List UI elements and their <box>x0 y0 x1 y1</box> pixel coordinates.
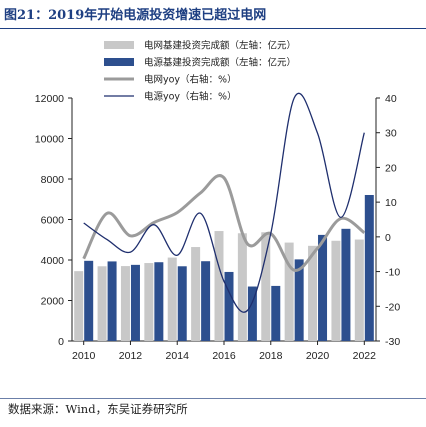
right-tick-label: 20 <box>385 162 397 174</box>
legend-label: 电源yoy（右轴：%） <box>144 91 237 103</box>
right-tick-label: -10 <box>385 267 400 279</box>
bottom-rule <box>0 398 426 399</box>
power-investment-bar <box>364 194 374 341</box>
title-rule <box>0 28 426 29</box>
power-investment-bar <box>201 261 211 341</box>
lines <box>82 92 366 313</box>
power-investment-bar <box>130 264 140 341</box>
grid-investment-bar <box>308 245 318 341</box>
grid-investment-bar <box>191 247 201 341</box>
right-tick-label: 40 <box>385 93 397 105</box>
grid-investment-bar <box>237 233 247 341</box>
power-investment-bar <box>84 260 94 341</box>
right-tick-label: 0 <box>385 232 391 244</box>
right-tick-label: 30 <box>385 128 397 140</box>
power-investment-bar <box>271 285 281 341</box>
x-tick-label: 2022 <box>353 350 377 362</box>
right-tick-label: 10 <box>385 197 397 209</box>
power-investment-bar <box>341 228 351 341</box>
power-investment-bar <box>154 262 164 341</box>
left-tick-label: 4000 <box>41 255 65 267</box>
legend-label: 电网基建投资完成额（左轴：亿元） <box>144 40 296 52</box>
x-tick-label: 2016 <box>212 350 236 362</box>
grid-yoy-line <box>82 174 366 272</box>
legend: 电网基建投资完成额（左轴：亿元） 电源基建投资完成额（左轴：亿元） 电网yoy（右轴… <box>104 40 296 103</box>
legend-swatch <box>104 41 134 49</box>
grid-investment-bar <box>74 271 84 341</box>
grid-investment-bar <box>97 266 107 341</box>
left-tick-label: 0 <box>58 336 64 348</box>
left-tick-label: 12000 <box>35 93 64 105</box>
left-tick-label: 2000 <box>41 296 65 308</box>
power-investment-bar <box>224 271 234 341</box>
bars <box>74 194 374 341</box>
power-investment-bar <box>294 259 304 341</box>
grid-investment-bar <box>284 242 294 341</box>
x-tick-label: 2010 <box>72 350 96 362</box>
grid-investment-bar <box>214 231 224 341</box>
grid-investment-bar <box>261 232 271 341</box>
left-tick-label: 8000 <box>41 174 65 186</box>
grid-investment-bar <box>120 266 130 341</box>
power-investment-bar <box>247 286 257 341</box>
x-tick-label: 2020 <box>306 350 330 362</box>
left-tick-label: 10000 <box>35 134 64 146</box>
grid-investment-bar <box>354 239 364 341</box>
left-tick-label: 6000 <box>41 215 65 227</box>
grid-investment-bar <box>144 263 154 341</box>
chart: 0 2000 4000 6000 8000 10000 12000 -30 -20 -10 0 10 2… <box>35 40 401 363</box>
legend-label: 电源基建投资完成额（左轴：亿元） <box>144 57 296 69</box>
legend-label: 电网yoy（右轴：%） <box>144 74 237 86</box>
x-tick-label: 2012 <box>119 350 143 362</box>
right-tick-label: -20 <box>385 301 400 313</box>
power-investment-bar <box>318 234 328 341</box>
power-yoy-line <box>83 92 365 313</box>
grid-investment-bar <box>331 240 341 341</box>
power-investment-bar <box>107 261 117 341</box>
ticks: 0 2000 4000 6000 8000 10000 12000 -30 -20 -10 0 10 2… <box>35 93 401 362</box>
x-tick-label: 2014 <box>166 350 190 362</box>
data-source: 数据来源：Wind，东吴证券研究所 <box>8 402 188 416</box>
legend-swatch <box>104 58 134 66</box>
x-tick-label: 2018 <box>259 350 283 362</box>
right-tick-label: -30 <box>385 336 400 348</box>
power-investment-bar <box>177 266 187 341</box>
grid-investment-bar <box>167 257 177 341</box>
figure-title: 图21：2019年开始电源投资增速已超过电网 <box>4 8 267 23</box>
